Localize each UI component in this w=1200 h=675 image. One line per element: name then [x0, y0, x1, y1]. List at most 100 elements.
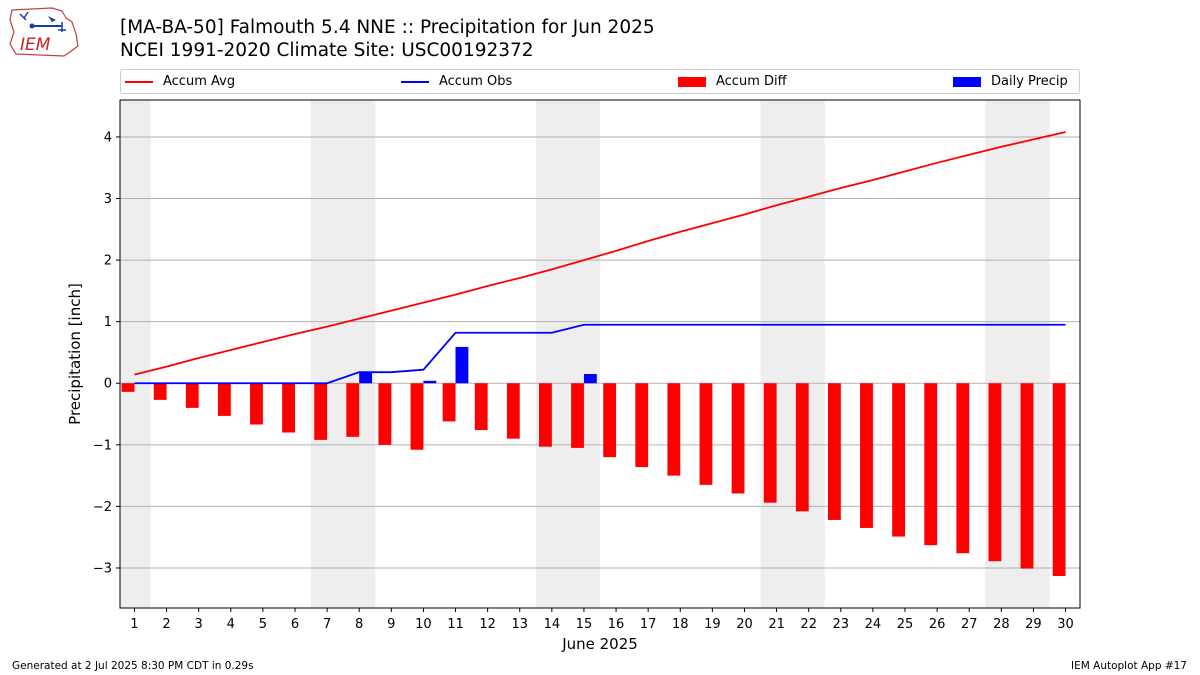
x-tick-label: 1 [130, 617, 138, 632]
y-tick-label: 1 [104, 315, 112, 330]
logo-text: IEM [20, 35, 51, 55]
accum-diff-bar [282, 383, 295, 433]
accum-diff-bar [571, 383, 584, 448]
x-tick-label: 13 [511, 617, 528, 632]
accum-diff-bar [731, 383, 745, 494]
accum-obs-line [134, 323, 1066, 385]
accum-diff-bar [763, 383, 777, 503]
legend-item-accum-obs: Accum Obs [401, 70, 512, 93]
x-tick-label: 2 [162, 617, 170, 632]
y-tick-label: 3 [104, 192, 112, 207]
x-axis-label: June 2025 [561, 635, 638, 653]
legend-label-daily-precip: Daily Precip [991, 74, 1068, 89]
x-tick-label: 18 [672, 617, 689, 632]
daily-precip-bar [423, 380, 437, 384]
accum-diff-bar [635, 383, 649, 467]
y-tick-label: 4 [104, 130, 112, 145]
iem-logo: IEM [9, 7, 79, 57]
accum-diff-bar [860, 383, 873, 528]
x-tick-label: 11 [447, 617, 464, 632]
accum-diff-bar [924, 383, 938, 546]
accum-diff-bar [699, 383, 713, 485]
daily-precip-bar [359, 372, 373, 384]
accum-diff-bar [1052, 383, 1066, 576]
accum-diff-bar [346, 383, 360, 437]
accum-diff-bar [988, 383, 1002, 562]
accum-diff-bar [603, 383, 617, 458]
accum-diff-bar [892, 383, 906, 537]
chart-subtitle: NCEI 1991-2020 Climate Site: USC00192372 [120, 40, 534, 61]
x-tick-label: 20 [736, 617, 753, 632]
x-tick-label: 30 [1057, 617, 1074, 632]
y-axis-label: Precipitation [inch] [66, 283, 84, 425]
x-tick-label: 24 [865, 617, 882, 632]
x-tick-label: 27 [961, 617, 978, 632]
legend-item-accum-avg: Accum Avg [125, 70, 235, 93]
accum-diff-bar [185, 383, 199, 408]
x-tick-label: 29 [1025, 617, 1042, 632]
daily-precip-bar [583, 374, 597, 384]
accum-diff-bar [410, 383, 424, 450]
chart-legend: Accum Avg Accum Obs Accum Diff Daily Pre… [120, 69, 1080, 94]
weekend-band [311, 100, 376, 608]
x-tick-label: 16 [608, 617, 625, 632]
accum-diff-bar [827, 383, 841, 520]
x-tick-label: 25 [897, 617, 914, 632]
y-tick-label: 2 [104, 254, 112, 269]
accum-diff-bar [378, 383, 392, 445]
accum-diff-bar [1020, 383, 1034, 569]
y-tick-label: 0 [104, 377, 112, 392]
x-tick-label: 22 [800, 617, 817, 632]
accum-diff-bar [474, 383, 488, 431]
x-tick-label: 9 [387, 617, 395, 632]
x-tick-label: 10 [415, 617, 432, 632]
y-tick-label: −3 [93, 561, 112, 576]
legend-label-accum-diff: Accum Diff [716, 74, 787, 89]
accum-diff-bar [667, 383, 681, 476]
accum-diff-bar [442, 383, 456, 422]
chart-title: [MA-BA-50] Falmouth 5.4 NNE :: Precipita… [120, 17, 655, 38]
x-tick-label: 6 [291, 617, 299, 632]
accum-diff-bar [956, 383, 970, 554]
weekend-band [535, 100, 600, 608]
generated-timestamp: Generated at 2 Jul 2025 8:30 PM CDT in 0… [12, 660, 254, 672]
plot-frame [119, 99, 1081, 609]
x-tick-label: 26 [929, 617, 946, 632]
accum-diff-bar [314, 383, 328, 440]
legend-item-daily-precip: Daily Precip [953, 70, 1068, 93]
x-tick-label: 28 [993, 617, 1010, 632]
weekend-band [120, 100, 151, 608]
x-tick-label: 3 [195, 617, 203, 632]
accum-diff-bar [217, 383, 231, 416]
x-tick-label: 14 [544, 617, 561, 632]
x-tick-label: 5 [259, 617, 267, 632]
accum-diff-bar [250, 383, 263, 425]
x-tick-label: 23 [833, 617, 850, 632]
x-tick-label: 4 [227, 617, 235, 632]
y-tick-label: −2 [93, 500, 112, 515]
accum-diff-bar [795, 383, 809, 512]
legend-swatch-daily-precip [953, 76, 981, 87]
weekend-shading [120, 100, 1050, 608]
accum-diff-bar [153, 383, 167, 400]
x-tick-label: 12 [479, 617, 496, 632]
legend-swatch-accum-avg [125, 80, 153, 83]
x-tick-label: 7 [323, 617, 331, 632]
accum-diff-bars [121, 383, 1066, 576]
legend-label-accum-obs: Accum Obs [439, 74, 513, 89]
legend-swatch-accum-diff [678, 76, 706, 87]
x-tick-label: 15 [576, 617, 593, 632]
x-tick-label: 19 [704, 617, 721, 632]
x-tick-label: 21 [768, 617, 785, 632]
accum-avg-line [134, 131, 1066, 376]
accum-diff-bar [506, 383, 520, 439]
y-tick-label: −1 [93, 438, 112, 453]
x-tick-label: 8 [355, 617, 363, 632]
legend-item-accum-diff: Accum Diff [678, 70, 787, 93]
accum-lines [134, 131, 1066, 385]
accum-diff-bar [538, 383, 552, 447]
x-tick-label: 17 [640, 617, 657, 632]
accum-diff-bar [121, 383, 135, 392]
